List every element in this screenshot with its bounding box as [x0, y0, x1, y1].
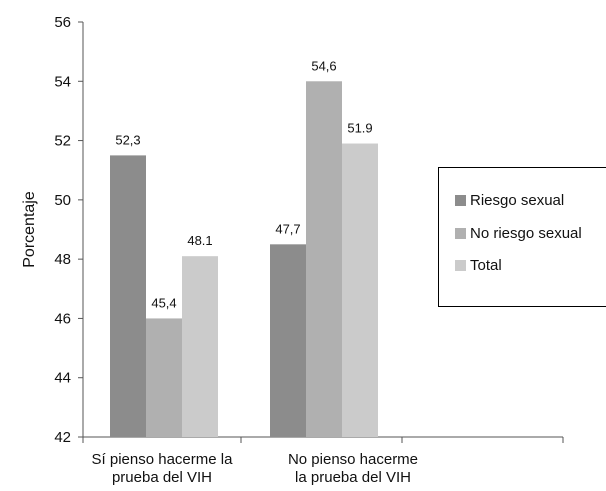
x-category-label: Sí pienso hacerme la: [92, 451, 234, 468]
bars: 52,3 47,7 45,4 54,6 48.1 51.9: [110, 58, 378, 438]
legend-swatch: [455, 228, 466, 239]
x-category-label: No pienso hacerme: [288, 451, 418, 468]
y-tick-label: 48: [54, 251, 71, 268]
x-category-label: la prueba del VIH: [295, 469, 411, 486]
y-axis-title: Porcentaje: [21, 191, 38, 268]
legend-label: Total: [470, 257, 502, 274]
axes: 42 44 46 48 50 52 54 56 Porcentaje Sí pienso hace…: [21, 14, 564, 486]
bar: [146, 318, 182, 437]
bar-value-label: 48.1: [187, 233, 212, 248]
legend-swatch: [455, 195, 466, 206]
bar-value-label: 47,7: [275, 221, 300, 236]
x-category-label: prueba del VIH: [112, 469, 212, 486]
y-tick-label: 44: [54, 370, 71, 387]
legend-label: Riesgo sexual: [470, 192, 564, 209]
legend-swatch: [455, 260, 466, 271]
y-tick-label: 54: [54, 73, 71, 90]
bar-value-label: 54,6: [311, 58, 336, 73]
y-tick-label: 46: [54, 310, 71, 327]
y-tick-label: 56: [54, 14, 71, 31]
y-tick-label: 42: [54, 429, 71, 446]
legend-label: No riesgo sexual: [470, 225, 582, 242]
bar: [110, 155, 146, 437]
bar: [270, 244, 306, 437]
bar-value-label: 52,3: [115, 132, 140, 147]
legend-box: [438, 167, 606, 307]
bar-value-label: 51.9: [347, 121, 372, 136]
y-tick-label: 50: [54, 192, 71, 209]
bar: [182, 256, 218, 437]
bar: [306, 81, 342, 438]
y-tick-label: 52: [54, 133, 71, 150]
bar-value-label: 45,4: [151, 295, 176, 310]
bar: [342, 143, 378, 438]
legend: Riesgo sexual No riesgo sexual Total: [438, 167, 606, 307]
